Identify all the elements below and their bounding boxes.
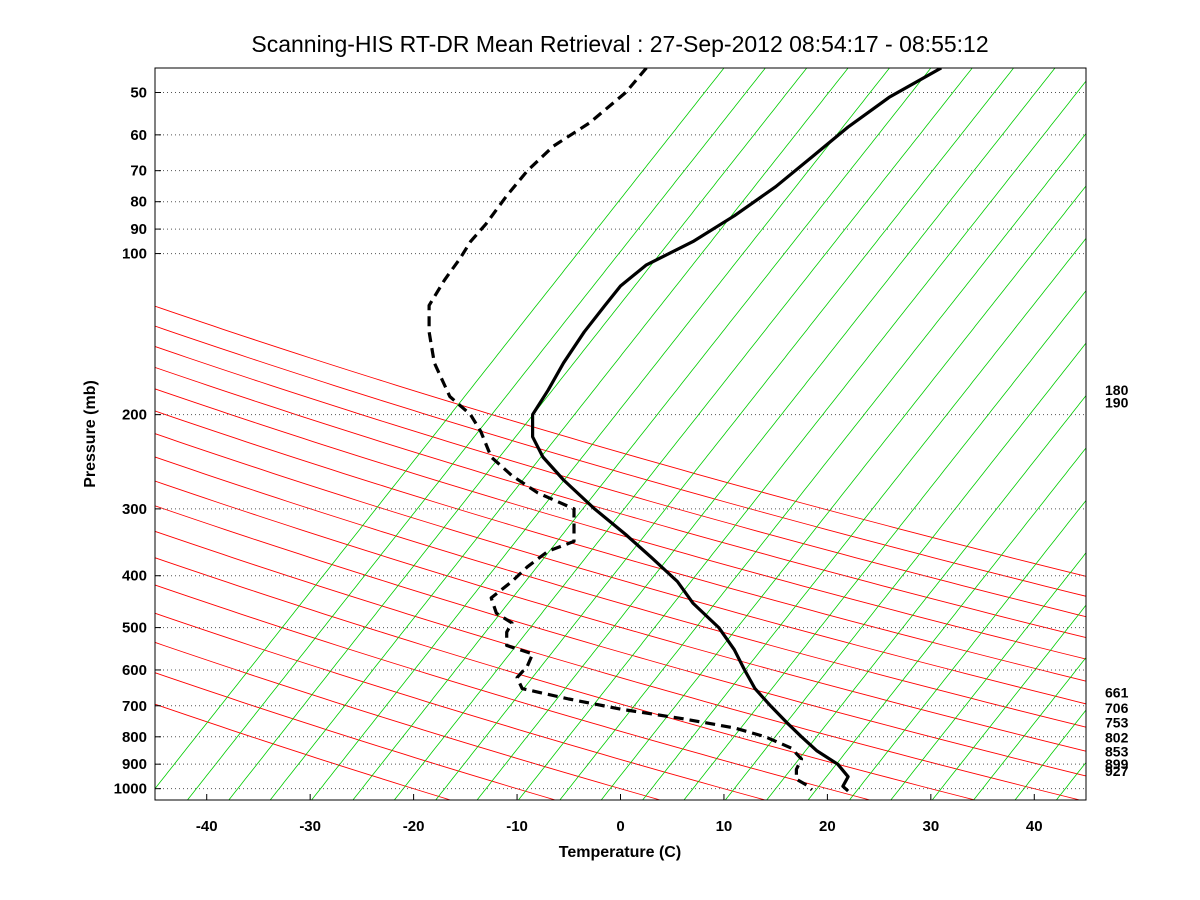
annotation-label: 753 — [1105, 715, 1129, 731]
mixing-ratio-line — [476, 68, 1056, 800]
profile-series — [427, 68, 942, 793]
annotation-label: 190 — [1105, 395, 1129, 411]
dry-adiabat — [155, 703, 451, 800]
dry-adiabat — [155, 456, 1086, 728]
mixing-ratio-line — [1181, 68, 1200, 800]
mixing-ratio-line — [683, 290, 1086, 800]
dry-adiabat — [155, 433, 1086, 705]
x-tick-label: 0 — [616, 818, 624, 835]
y-tick-label: 200 — [122, 407, 147, 424]
dry-adiabat — [155, 557, 976, 800]
mixing-ratio-line — [931, 604, 1086, 800]
x-tick-label: -10 — [506, 818, 528, 835]
y-tick-label: 800 — [122, 729, 147, 746]
mixing-ratio-line — [352, 68, 932, 800]
dry-adiabat — [155, 612, 766, 800]
annotation-label: 853 — [1105, 744, 1129, 760]
dry-adiabat — [155, 325, 1086, 597]
mixing-ratio-line — [973, 656, 1086, 800]
x-tick-label: -20 — [403, 818, 425, 835]
mixing-ratio-line — [559, 132, 1086, 800]
dry-adiabat — [155, 305, 1086, 577]
mixing-ratio-line — [849, 499, 1086, 800]
y-tick-label: 90 — [130, 221, 147, 238]
mixing-ratio-line — [766, 394, 1086, 800]
mixing-ratio-line — [518, 80, 1086, 800]
dry-adiabat — [155, 388, 1086, 660]
dry-adiabat — [155, 530, 1080, 800]
x-tick-label: 10 — [716, 818, 733, 835]
mixing-ratio-line — [269, 68, 849, 800]
dry-adiabat — [155, 641, 661, 800]
y-tick-label: 80 — [130, 194, 147, 211]
dry-adiabat — [155, 505, 1086, 777]
dry-adiabat — [155, 672, 556, 800]
mixing-ratio-line — [393, 68, 973, 800]
series-line-temperature — [531, 68, 942, 793]
series-line-dewpoint — [427, 68, 813, 791]
x-tick-label: -30 — [299, 818, 321, 835]
mixing-ratio-line — [311, 68, 890, 800]
mixing-ratio-line — [890, 552, 1086, 800]
annotation-label: 802 — [1105, 729, 1129, 745]
mixing-ratio-line — [155, 68, 725, 790]
y-tick-label: 900 — [122, 756, 147, 773]
y-tick-label: 700 — [122, 698, 147, 715]
mixing-ratio-line — [228, 68, 808, 800]
dry-adiabat — [155, 480, 1086, 752]
pressure-gridlines — [155, 91, 1086, 790]
x-tick-label: -40 — [196, 818, 218, 835]
y-tick-label: 400 — [122, 568, 147, 585]
dry-adiabat — [155, 366, 1086, 639]
y-tick-label: 300 — [122, 501, 147, 518]
x-tick-label: 40 — [1026, 818, 1043, 835]
x-axis-ticks: -40 -30 -20 -10 0 10 20 30 40 — [196, 794, 1043, 835]
y-tick-label: 100 — [122, 246, 147, 263]
background-lines — [155, 68, 1200, 800]
mixing-ratio-line — [600, 185, 1086, 800]
y-tick-label: 600 — [122, 662, 147, 679]
y-tick-label: 70 — [130, 163, 147, 180]
x-tick-label: 20 — [819, 818, 836, 835]
mixing-ratio-line — [724, 342, 1086, 800]
annotation-label: 661 — [1105, 684, 1129, 700]
dry-adiabat — [155, 410, 1086, 682]
y-tick-label: 50 — [130, 84, 147, 101]
dry-adiabat — [155, 345, 1086, 618]
annotation-label: 706 — [1105, 700, 1129, 716]
mixing-ratio-line — [807, 447, 1086, 800]
x-axis-label: Temperature (C) — [559, 844, 681, 861]
annotation-label: 899 — [1105, 756, 1129, 772]
chart-title: Scanning-HIS RT-DR Mean Retrieval : 27-S… — [251, 31, 988, 57]
mixing-ratio-line — [187, 68, 766, 800]
mixing-ratio-line — [435, 68, 1014, 800]
y-axis-ticks: 50 60 70 80 90 100 200 300 400 500 600 700 800 900 100… — [114, 84, 161, 798]
annotation-label: 180 — [1105, 382, 1129, 398]
mixing-ratio-line — [642, 237, 1086, 800]
y-axis-label: Pressure (mb) — [82, 380, 99, 488]
y-tick-label: 1000 — [114, 781, 147, 798]
y-tick-label: 60 — [130, 127, 147, 144]
x-tick-label: 30 — [922, 818, 939, 835]
dry-adiabat — [155, 584, 871, 800]
y-tick-label: 500 — [122, 620, 147, 637]
mixing-ratio-line — [1139, 68, 1200, 800]
plot-frame — [154, 67, 1087, 801]
annotation-label: 927 — [1105, 763, 1129, 779]
